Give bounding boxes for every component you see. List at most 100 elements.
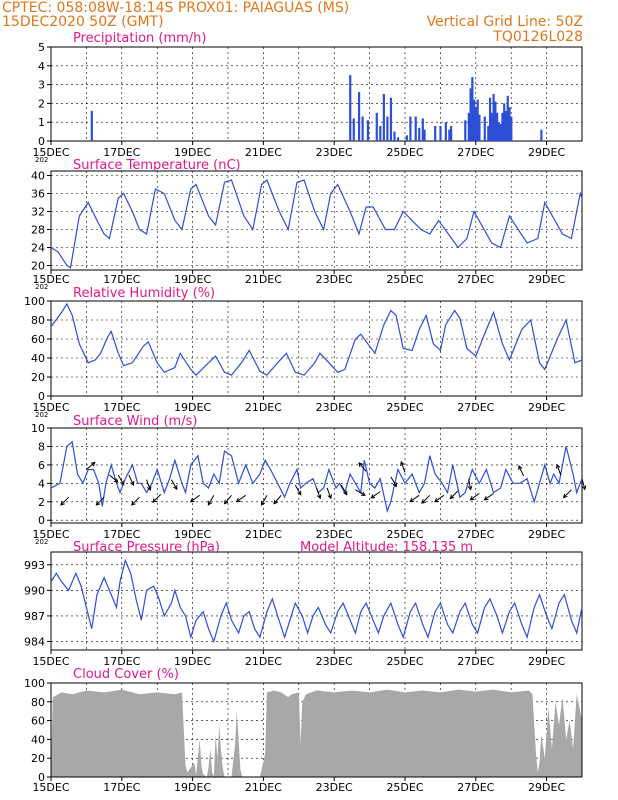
x-tick-label: 15DEC — [32, 528, 69, 541]
precip-bar — [464, 120, 467, 141]
y-tick-label: 24 — [31, 242, 45, 255]
x-tick-label: 15DEC — [32, 146, 69, 159]
precip-bar — [497, 122, 501, 141]
header-model-code: TQ0126L028 — [493, 29, 583, 45]
wind-arrow-shaft — [409, 494, 420, 503]
wind-arrow-head — [130, 500, 136, 506]
y-tick-label: 987 — [24, 610, 45, 623]
y-tick-label: 40 — [31, 733, 45, 746]
panel-frame — [50, 427, 583, 524]
wind-arrow — [370, 491, 381, 499]
wind-arrow — [128, 474, 135, 486]
precip-bar — [492, 94, 495, 141]
precip-bar — [496, 112, 499, 141]
wind-arrow-head — [207, 500, 213, 506]
x-tick-label: 19DEC — [174, 781, 211, 794]
precip-bar — [382, 94, 385, 141]
panel-title: Surface Temperature (nC) — [73, 158, 241, 173]
wind-arrow-shaft — [152, 494, 162, 503]
x-tick-label: 21DEC — [245, 528, 282, 541]
x-tick-label: 17DEC — [103, 781, 140, 794]
precip-bar — [352, 118, 355, 141]
wind-arrow-shaft — [358, 462, 367, 472]
wind-arrow-head — [235, 497, 241, 503]
wind-arrow-head — [130, 480, 135, 486]
panel-frame — [50, 682, 583, 778]
x-tick-label: 19DEC — [174, 146, 211, 159]
wind-arrow — [449, 490, 459, 500]
y-tick-label: 36 — [31, 188, 45, 201]
wind-arrow-head — [449, 494, 455, 500]
wind-arrow-shaft — [421, 494, 431, 504]
precip-bar — [504, 110, 508, 141]
panel-title: Relative Humidity (%) — [73, 286, 215, 301]
x-tick-label: 19DEC — [174, 273, 211, 286]
precip-bar — [499, 124, 502, 141]
x-tick-label: 15DEC — [32, 401, 69, 414]
panel-wind — [47, 427, 587, 527]
year-label: 202 — [35, 538, 48, 546]
wind-arrow — [117, 474, 125, 486]
wind-arrow-head — [555, 463, 561, 469]
wind-arrow-head — [360, 491, 366, 496]
header-run-date: 15DEC2020 50Z (GMT) — [2, 14, 164, 30]
precip-bar — [483, 116, 486, 141]
wind-arrow-head — [147, 485, 152, 491]
x-tick-label: 25DEC — [386, 401, 423, 414]
y-tick-label: 0 — [38, 514, 45, 527]
precip-bar — [389, 97, 393, 141]
wind-arrow — [400, 460, 406, 473]
panel-rh — [47, 300, 583, 400]
wind-arrow-head — [189, 497, 195, 503]
wind-arrow-head — [392, 482, 397, 488]
precip-bar — [473, 99, 476, 141]
precip-bar — [476, 99, 479, 141]
wind-arrow-shaft — [390, 476, 397, 487]
precip-bar — [478, 114, 481, 141]
wind-arrow-shaft — [146, 479, 151, 491]
wind-arrow — [207, 495, 215, 506]
wind-arrow-head — [358, 462, 363, 467]
wind-arrow-head — [60, 500, 65, 506]
x-tick-label: 21DEC — [245, 781, 282, 794]
wind-arrow-shaft — [556, 464, 562, 476]
precip-bar — [434, 125, 437, 141]
wind-arrow — [235, 494, 246, 503]
precip-bar — [444, 122, 447, 141]
y-tick-label: 4 — [38, 477, 45, 490]
x-tick-label: 15DEC — [32, 781, 69, 794]
wind-arrow — [562, 489, 572, 499]
y-tick-label: 6 — [38, 459, 45, 472]
wind-arrow-shaft — [236, 494, 246, 503]
wind-arrow — [469, 493, 480, 501]
y-tick-label: 0 — [38, 390, 45, 403]
y-tick-label: 20 — [31, 371, 45, 384]
x-tick-label: 25DEC — [386, 781, 423, 794]
panel-title: Cloud Cover (%) — [73, 667, 179, 682]
y-tick-label: 984 — [24, 635, 45, 648]
wind-arrow-head — [273, 499, 278, 505]
y-tick-label: 4 — [38, 60, 45, 73]
y-tick-label: 40 — [31, 352, 45, 365]
wind-arrow-head — [400, 460, 405, 466]
x-tick-label: 27DEC — [457, 655, 494, 668]
wind-arrow-head — [173, 485, 178, 491]
wind-arrow — [130, 496, 140, 506]
y-tick-label: 8 — [38, 440, 45, 453]
x-tick-label: 21DEC — [245, 655, 282, 668]
panel-frame — [50, 551, 583, 651]
x-tick-label: 25DEC — [386, 146, 423, 159]
wind-arrow-shaft — [563, 489, 572, 498]
wind-arrow-shaft — [581, 478, 586, 490]
x-tick-label: 17DEC — [103, 655, 140, 668]
wind-arrow — [340, 484, 348, 496]
panel-title: Precipitation (mm/h) — [73, 31, 206, 46]
precip-bar — [90, 110, 93, 141]
x-tick-label: 29DEC — [528, 528, 565, 541]
wind-arrow-head — [370, 494, 376, 499]
precip-bar — [474, 107, 477, 141]
y-tick-label: 60 — [31, 333, 45, 346]
x-tick-label: 23DEC — [316, 655, 353, 668]
precip-bar — [471, 77, 474, 141]
precip-bar — [540, 129, 543, 141]
